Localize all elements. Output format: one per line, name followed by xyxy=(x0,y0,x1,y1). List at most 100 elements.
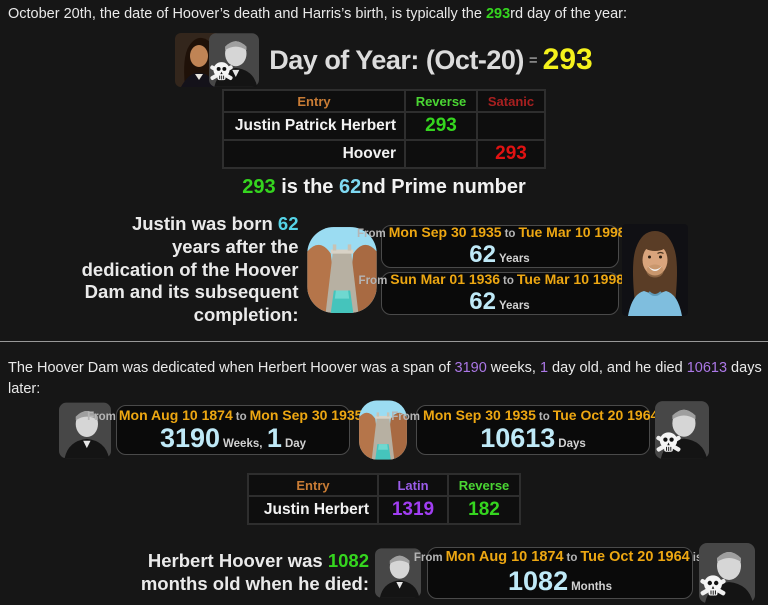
start-date: Mon Aug 10 1874 xyxy=(118,406,233,423)
duration-unit: Years xyxy=(499,300,530,313)
caption-text-tail: years after the dedication of the Hoover… xyxy=(81,235,299,325)
start-date: Sun Mar 01 1936 xyxy=(390,271,501,288)
entry-cell: Justin Herbert xyxy=(249,497,377,523)
paragraph-text: The Hoover Dam was dedicated when Herber… xyxy=(8,360,455,376)
hoover-caption: Herbert Hoover was 1082 months old when … xyxy=(133,550,369,596)
from-label: From xyxy=(413,552,443,565)
to-label: to xyxy=(538,410,550,423)
reverse-value-cell: 293 xyxy=(406,113,476,139)
hoover-dam-illustration xyxy=(306,226,377,313)
table-header-row: Entry Reverse Satanic xyxy=(224,91,544,111)
col-header-satanic: Satanic xyxy=(478,91,544,111)
to-label: to xyxy=(566,552,578,565)
number-10613: 10613 xyxy=(686,360,728,376)
hoover-skull-photo xyxy=(699,543,755,603)
col-header-entry: Entry xyxy=(224,91,404,111)
entry-cell: Hoover xyxy=(224,141,404,167)
start-date: Mon Aug 10 1874 xyxy=(445,549,564,566)
table-row: Justin Patrick Herbert 293 xyxy=(224,113,544,139)
to-label: to xyxy=(235,410,247,423)
end-date: Mon Sep 30 1935 xyxy=(249,406,363,423)
satanic-value-cell: 293 xyxy=(478,141,544,167)
col-header-latin: Latin xyxy=(379,475,447,495)
table-row: Hoover 293 xyxy=(224,141,544,167)
caption-text-tail: months old when he died: xyxy=(140,573,369,594)
prime-text-tail: Prime number xyxy=(385,176,526,198)
caption-number-1082: 1082 xyxy=(327,550,369,572)
prime-text: is the xyxy=(275,176,339,198)
day-of-year-title: Day of Year: (Oct-20) xyxy=(269,44,524,75)
duration-value: 10613 xyxy=(480,423,556,454)
gematria-table-1: Entry Reverse Satanic Justin Patrick Her… xyxy=(222,89,546,169)
gematria-table-2-wrap: Entry Latin Reverse Justin Herbert 1319 … xyxy=(0,473,768,525)
caption-number-62: 62 xyxy=(277,213,299,234)
duration-value: 1082 xyxy=(508,566,569,597)
caption-text: Herbert Hoover was xyxy=(147,550,328,572)
entry-cell: Justin Patrick Herbert xyxy=(224,113,404,139)
from-label: From xyxy=(391,410,421,423)
end-date: Tue Oct 20 1964 xyxy=(552,406,659,423)
herbert-hoover-photo xyxy=(59,402,111,458)
col-header-entry: Entry xyxy=(249,475,377,495)
section-divider xyxy=(0,341,768,342)
duration-value-2: 1 xyxy=(266,423,282,454)
intro-number-293: 293 xyxy=(485,6,511,22)
reverse-value-cell xyxy=(406,141,476,167)
reverse-value-cell: 182 xyxy=(449,497,519,523)
end-date: Tue Oct 20 1964 xyxy=(580,549,690,566)
table-row: Justin Herbert 1319 182 xyxy=(249,497,519,523)
latin-value-cell: 1319 xyxy=(379,497,447,523)
hoover-dam-illustration xyxy=(359,400,407,460)
number-3190: 3190 xyxy=(454,360,487,376)
prime-index-62: 62 xyxy=(339,176,362,198)
header-image-pair xyxy=(175,33,260,87)
to-label: to xyxy=(504,228,516,241)
start-date: Mon Sep 30 1935 xyxy=(423,406,536,423)
duration-value: 62 xyxy=(469,241,496,269)
to-label: to xyxy=(503,275,514,288)
number-1: 1 xyxy=(539,360,549,376)
col-header-reverse: Reverse xyxy=(406,91,476,111)
equals-sign: = xyxy=(528,51,538,69)
duration-unit: Weeks, xyxy=(223,438,263,451)
paragraph-text: days later: xyxy=(8,360,762,397)
end-date: Tue Mar 10 1998 xyxy=(516,271,625,288)
paragraph-text: day old, and he died xyxy=(548,360,687,376)
from-label: From xyxy=(358,275,388,288)
from-label: From xyxy=(357,228,386,241)
day-of-year-value: 293 xyxy=(542,43,593,76)
duration-unit: Months xyxy=(571,581,612,594)
prime-number-line: 293 is the 62nd Prime number xyxy=(0,176,768,199)
intro-paragraph: October 20th, the date of Hoover’s death… xyxy=(0,6,768,22)
duration-unit-2: Day xyxy=(284,438,307,451)
skull-crossbones-icon xyxy=(210,62,234,81)
hoover-skull-photo xyxy=(655,401,709,459)
justin-herbert-photo xyxy=(621,223,688,316)
hoover-skull-photo xyxy=(209,33,260,87)
skull-crossbones-icon xyxy=(700,575,726,596)
skull-crossbones-icon xyxy=(656,432,681,452)
intro-text-tail: rd day of the year: xyxy=(510,6,628,22)
table-header-row: Entry Latin Reverse xyxy=(249,475,519,495)
gematria-table-1-wrap: Entry Reverse Satanic Justin Patrick Her… xyxy=(0,89,768,169)
intro-text: October 20th, the date of Hoover’s death… xyxy=(8,6,486,22)
paragraph-text: weeks, xyxy=(486,360,540,376)
prime-293: 293 xyxy=(242,176,276,198)
col-header-reverse: Reverse xyxy=(449,475,519,495)
hoover-months-row: Herbert Hoover was 1082 months old when … xyxy=(0,543,768,603)
hoover-paragraph: The Hoover Dam was dedicated when Herber… xyxy=(0,358,768,399)
duration-unit: Years xyxy=(499,253,530,266)
herbert-hoover-photo xyxy=(375,548,421,598)
duration-unit: Days xyxy=(558,438,586,451)
duration-value: 62 xyxy=(469,288,496,316)
duration-value: 3190 xyxy=(159,423,221,454)
end-date: Tue Mar 10 1998 xyxy=(518,224,626,241)
